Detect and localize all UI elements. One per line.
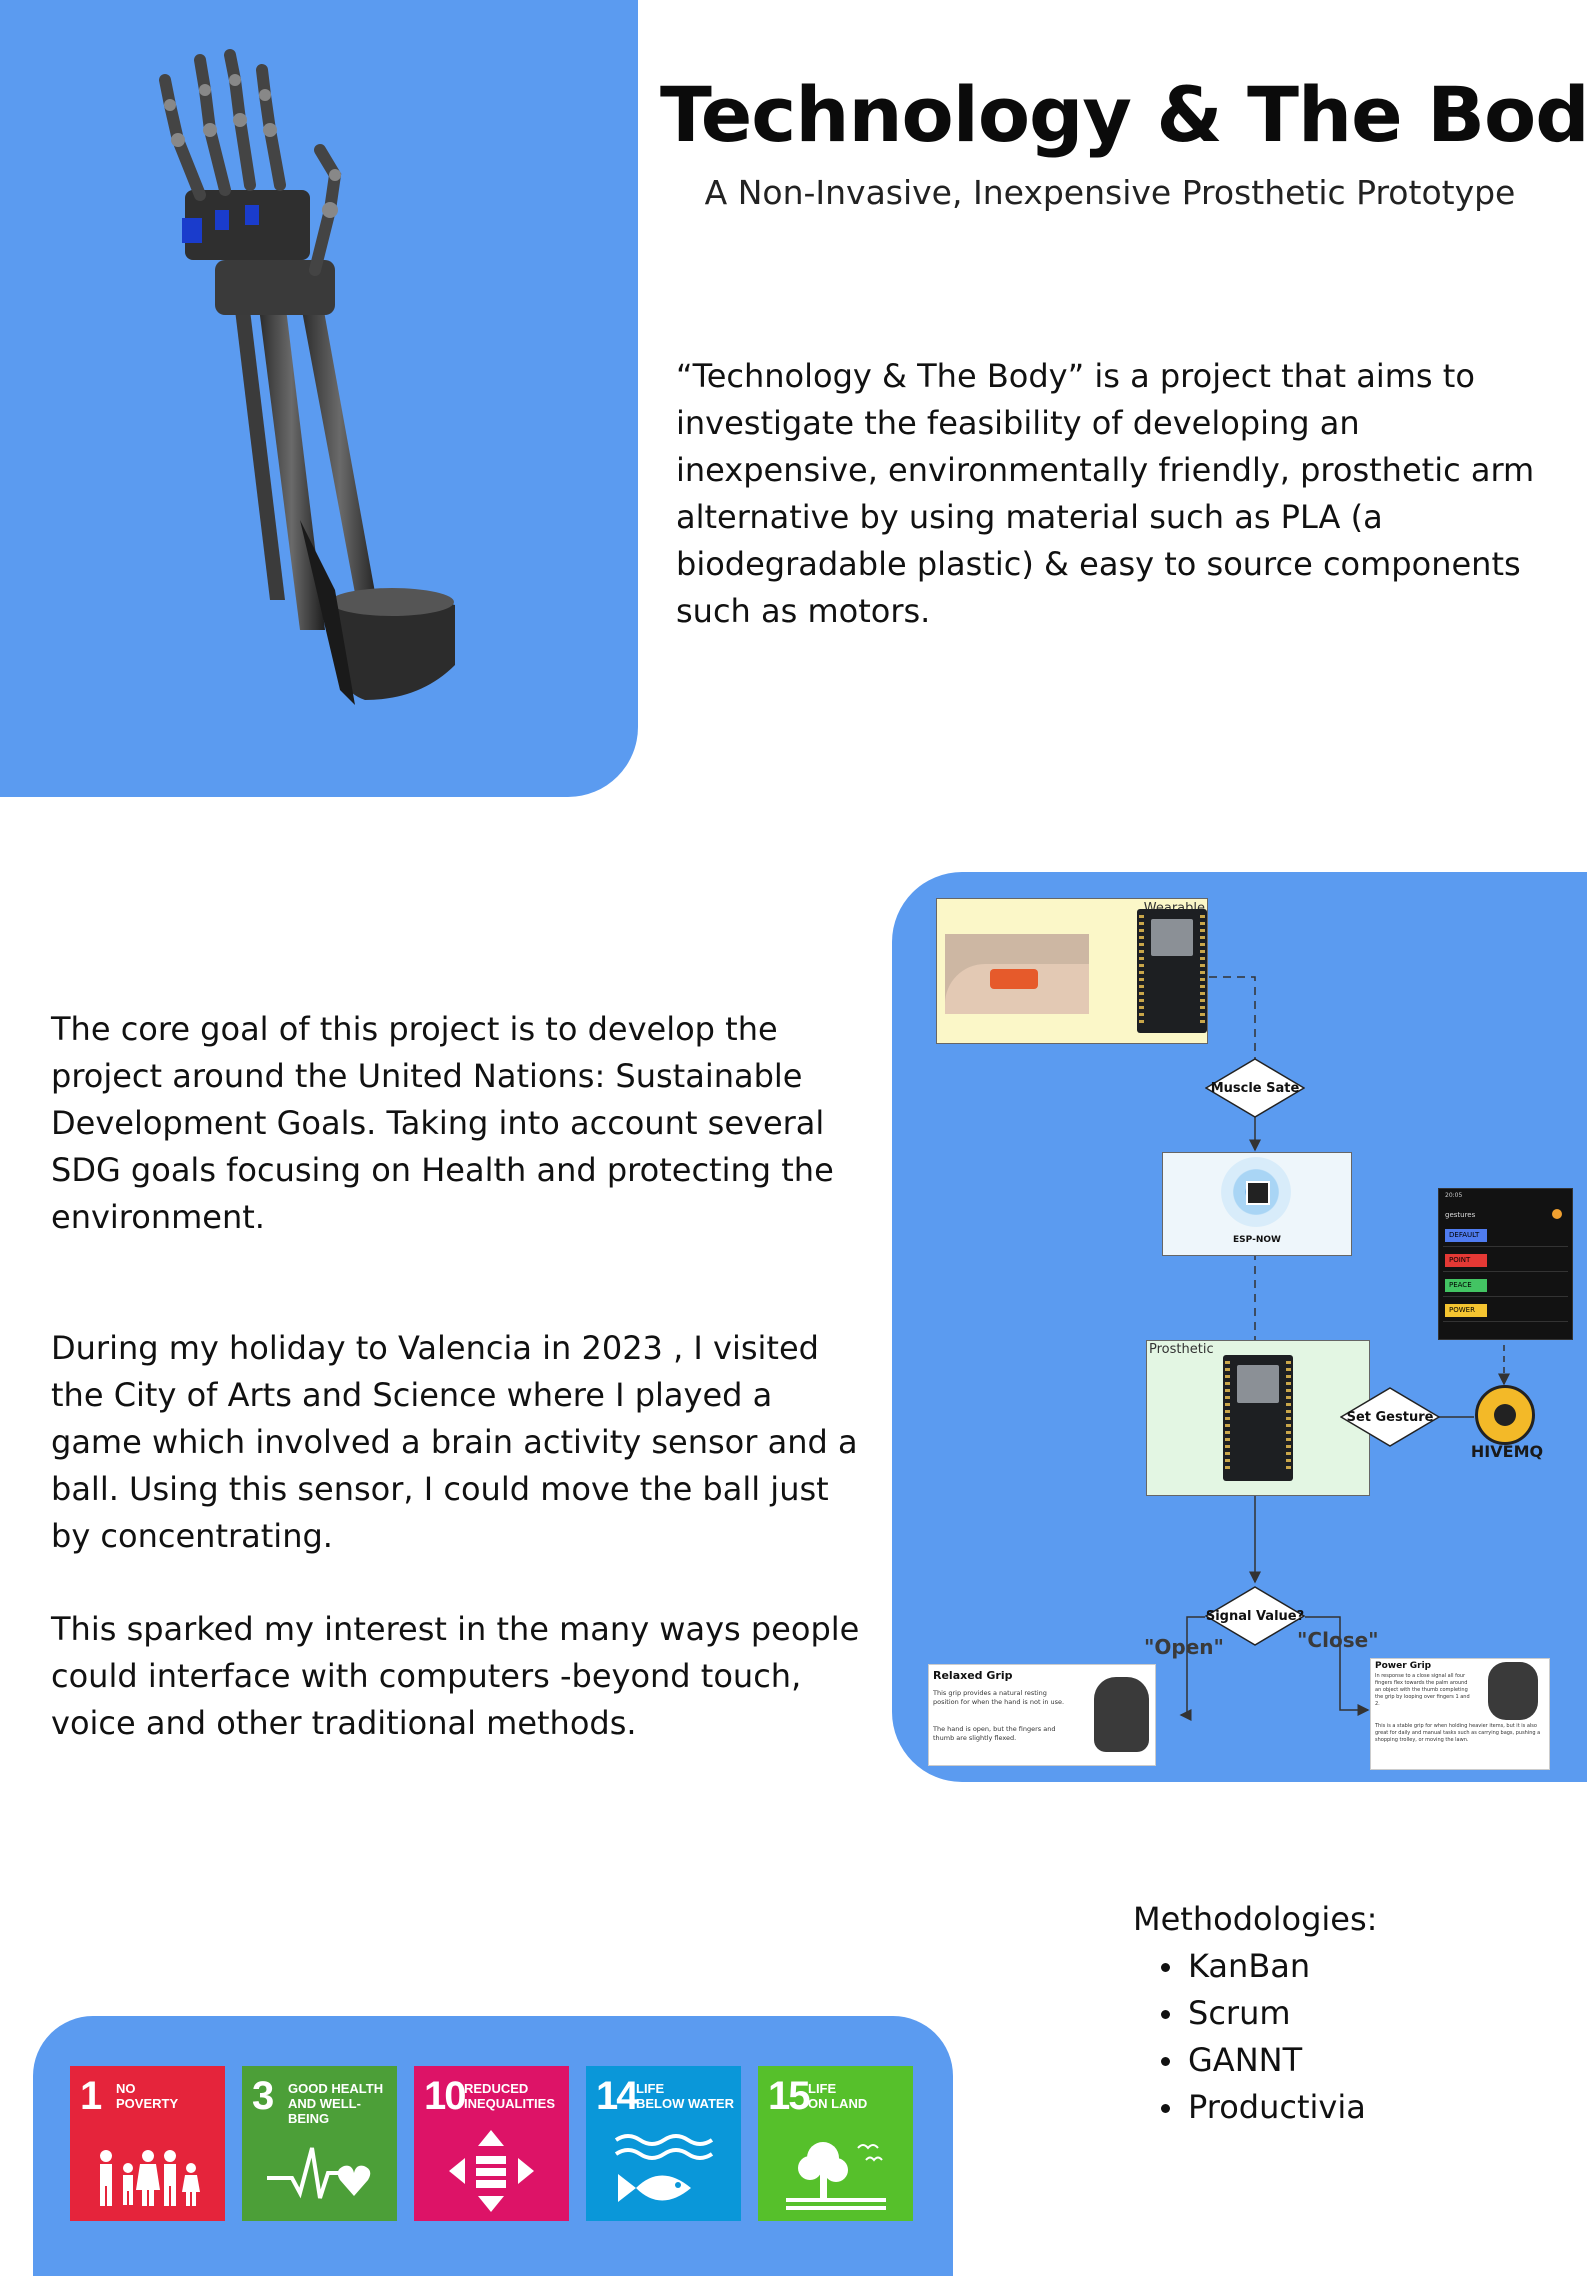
chip-icon xyxy=(1246,1181,1270,1205)
muscle-state-label: Muscle Sate xyxy=(1210,1080,1300,1096)
espnow-box: ESP-NOW xyxy=(1162,1152,1352,1256)
sdg-label: LIFE ON LAND xyxy=(808,2081,867,2111)
closed-hand-image xyxy=(1488,1662,1538,1720)
sdg-number: 10 xyxy=(424,2074,466,2118)
gesture-tag: POINT xyxy=(1445,1254,1487,1267)
intro-paragraph: “Technology & The Body” is a project tha… xyxy=(676,357,1535,630)
open-label: "Open" xyxy=(1144,1635,1224,1659)
sdg-label-line: LIFE xyxy=(636,2081,665,2096)
set-gesture-label: Set Gesture xyxy=(1346,1409,1434,1425)
app-account-icon xyxy=(1552,1209,1562,1219)
signal-value-decision: Signal Value? xyxy=(1205,1586,1305,1646)
esp32-board-wearable xyxy=(1137,909,1207,1033)
sdg-label-line: BELOW WATER xyxy=(636,2096,734,2111)
gesture-row[interactable]: POWER xyxy=(1443,1301,1568,1322)
list-item: Scrum xyxy=(1158,1990,1366,2037)
hero-panel xyxy=(0,0,638,797)
sdg-label-line: AND WELL-BEING xyxy=(288,2096,361,2126)
page-subtitle: A Non-Invasive, Inexpensive Prosthetic P… xyxy=(704,173,1516,212)
story-paragraph: During my holiday to Valencia in 2023 , … xyxy=(51,1329,858,1555)
goal-paragraph: The core goal of this project is to deve… xyxy=(51,1010,834,1236)
sdg-tile-3: 3 GOOD HEALTH AND WELL-BEING xyxy=(242,2066,397,2221)
methodologies-list: KanBan Scrum GANNT Productivia xyxy=(1158,1943,1366,2131)
relaxed-grip-text: The hand is open, but the fingers and th… xyxy=(933,1725,1056,1742)
sdg-label-line: POVERTY xyxy=(116,2096,179,2111)
gesture-app-screenshot: 20:05 gestures DEFAULT POINT PEACE POWER xyxy=(1438,1188,1573,1340)
relaxed-grip-title: Relaxed Grip xyxy=(933,1669,1013,1682)
page-title: Technology & The Body xyxy=(660,70,1587,159)
sdg-label: REDUCED INEQUALITIES xyxy=(464,2081,555,2111)
sdg-label-line: LIFE xyxy=(808,2081,837,2096)
muscle-state-decision: Muscle Sate xyxy=(1205,1058,1305,1118)
relaxed-grip-card: Relaxed Grip This grip provides a natura… xyxy=(928,1664,1156,1766)
equality-icon xyxy=(449,2130,534,2212)
sdg-label-line: INEQUALITIES xyxy=(464,2096,556,2111)
gesture-row[interactable]: DEFAULT xyxy=(1443,1226,1568,1247)
close-label: "Close" xyxy=(1297,1628,1379,1652)
esp32-board-prosthetic xyxy=(1223,1355,1293,1481)
sdg-label-line: REDUCED xyxy=(464,2081,529,2096)
sdg-number: 1 xyxy=(80,2074,102,2118)
power-grip-card: Power Grip In response to a close signal… xyxy=(1370,1658,1550,1770)
prosthetic-box: Prosthetic xyxy=(1146,1340,1370,1496)
emg-sensor-photo xyxy=(945,934,1089,1014)
gesture-tag: PEACE xyxy=(1445,1279,1487,1292)
power-grip-text: This is a stable grip for when holding h… xyxy=(1375,1723,1541,1743)
sdg-number: 15 xyxy=(768,2074,810,2118)
set-gesture-decision: Set Gesture xyxy=(1340,1387,1440,1447)
hivemq-label: HIVEMQ xyxy=(1470,1442,1544,1461)
prosthetic-label: Prosthetic xyxy=(1149,1342,1214,1357)
hivemq-bee-icon xyxy=(1475,1385,1535,1445)
open-hand-image xyxy=(1094,1677,1149,1752)
heartbeat-icon xyxy=(267,2147,371,2199)
relaxed-grip-text: This grip provides a natural resting pos… xyxy=(933,1689,1065,1706)
sdg-tile-10: 10 REDUCED INEQUALITIES xyxy=(414,2066,569,2221)
sdg-label: LIFE BELOW WATER xyxy=(636,2081,734,2111)
family-icon xyxy=(100,2150,200,2206)
sdg-label-line: NO xyxy=(116,2081,136,2096)
power-grip-text: In response to a close signal all four f… xyxy=(1375,1673,1470,1707)
sdg-tile-1: 1 NO POVERTY xyxy=(70,2066,225,2221)
gesture-tag: DEFAULT xyxy=(1445,1229,1487,1242)
power-grip-title: Power Grip xyxy=(1375,1661,1432,1671)
gesture-tag: POWER xyxy=(1445,1304,1487,1317)
sdg-tile-14: 14 LIFE BELOW WATER xyxy=(586,2066,741,2221)
app-time: 20:05 xyxy=(1445,1192,1463,1199)
wearable-box: Wearable xyxy=(936,898,1208,1044)
sdg-label-line: GOOD HEALTH xyxy=(288,2081,384,2096)
fish-icon xyxy=(614,2134,714,2202)
sdg-label-line: ON LAND xyxy=(808,2096,868,2111)
list-item: KanBan xyxy=(1158,1943,1366,1990)
methodologies-title: Methodologies: xyxy=(1133,1900,1378,1938)
list-item: Productivia xyxy=(1158,2084,1366,2131)
sdg-number: 3 xyxy=(252,2074,274,2118)
sdg-label: GOOD HEALTH AND WELL-BEING xyxy=(288,2081,397,2126)
list-item: GANNT xyxy=(1158,2037,1366,2084)
system-diagram: Wearable Muscle Sate ESP-NOW 20:05 gestu… xyxy=(892,872,1587,1782)
gesture-row[interactable]: POINT xyxy=(1443,1251,1568,1272)
signal-value-label: Signal Value? xyxy=(1205,1608,1305,1624)
sdg-label: NO POVERTY xyxy=(116,2081,178,2111)
espnow-label: ESP-NOW xyxy=(1233,1235,1281,1245)
tree-icon xyxy=(786,2142,886,2210)
gesture-row[interactable]: PEACE xyxy=(1443,1276,1568,1297)
sdg-tile-15: 15 LIFE ON LAND xyxy=(758,2066,913,2221)
prosthetic-arm-image xyxy=(159,49,455,705)
sdg-number: 14 xyxy=(596,2074,638,2118)
app-header: gestures xyxy=(1445,1211,1476,1219)
interest-paragraph: This sparked my interest in the many way… xyxy=(51,1610,860,1742)
